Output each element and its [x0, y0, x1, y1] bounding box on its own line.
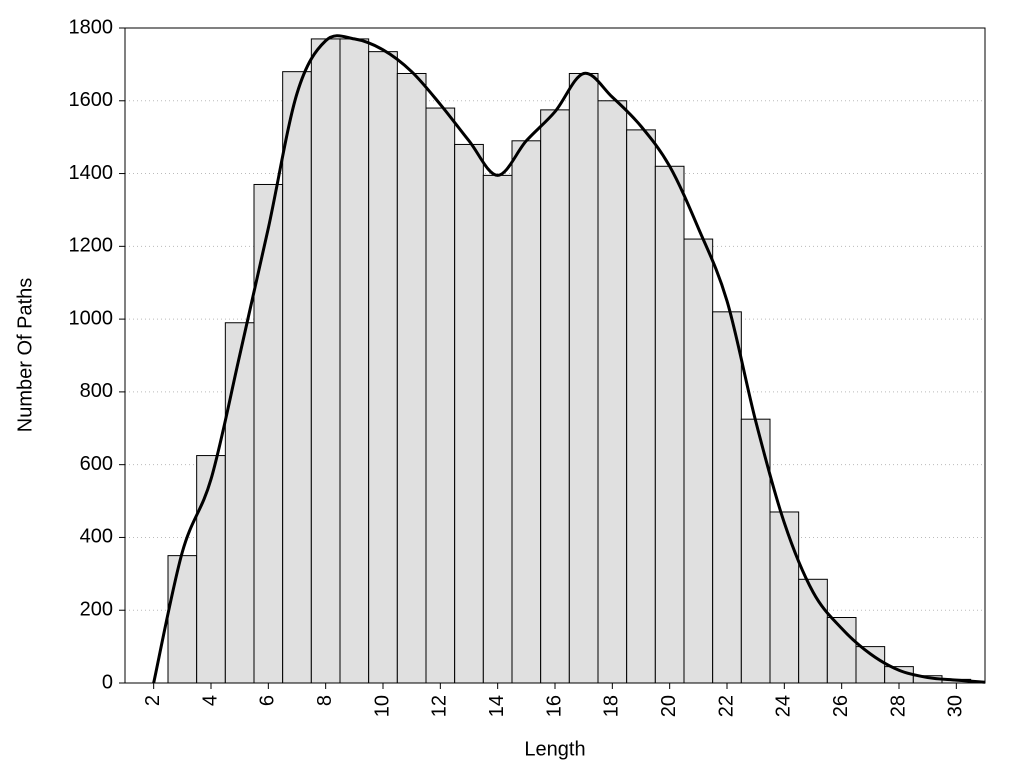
bar [253, 183, 284, 684]
y-tick-label: 800 [80, 380, 113, 402]
plot-frame [124, 27, 986, 684]
bar [597, 100, 628, 684]
bar [511, 140, 542, 684]
x-axis-label: Length [524, 738, 585, 760]
bar [712, 311, 742, 684]
bar [368, 51, 398, 684]
y-tick-label: 0 [102, 671, 113, 693]
bar [339, 38, 370, 684]
bar [224, 322, 255, 684]
bar [310, 38, 341, 684]
bar [626, 129, 656, 684]
y-tick-label: 1000 [69, 307, 114, 329]
y-tick-label: 400 [80, 526, 113, 548]
bar [425, 107, 456, 684]
density-curve [152, 34, 986, 684]
y-tick-label: 1400 [69, 162, 114, 184]
x-tick-label: 20 [658, 695, 680, 717]
x-tick-label: 12 [429, 695, 451, 717]
x-tick-label: 2 [142, 695, 164, 706]
x-tick-label: 14 [486, 695, 508, 717]
bar [654, 165, 685, 684]
x-tick-label: 26 [830, 695, 852, 717]
bar [769, 511, 800, 684]
x-tick-label: 28 [887, 695, 909, 717]
bar [167, 555, 198, 684]
x-tick-label: 6 [257, 695, 279, 706]
y-tick-label: 1800 [69, 16, 114, 38]
x-tick-label: 8 [314, 695, 336, 706]
bar [282, 71, 312, 684]
bar [196, 455, 226, 684]
bar [482, 174, 513, 684]
y-tick-label: 200 [80, 599, 113, 621]
bar [683, 238, 714, 684]
y-tick-label: 1600 [69, 89, 114, 111]
x-tick-label: 4 [199, 695, 221, 706]
bar [396, 72, 427, 684]
x-tick-label: 30 [945, 695, 967, 717]
x-tick-label: 10 [371, 695, 393, 717]
x-tick-label: 24 [773, 695, 795, 717]
y-axis-label: Number Of Paths [14, 278, 36, 433]
bar [454, 143, 484, 684]
x-tick-label: 18 [601, 695, 623, 717]
bar [540, 109, 570, 684]
bar [568, 72, 599, 684]
y-tick-label: 1200 [69, 235, 114, 257]
x-tick-label: 16 [543, 695, 565, 717]
x-tick-label: 22 [715, 695, 737, 717]
y-tick-label: 600 [80, 453, 113, 475]
